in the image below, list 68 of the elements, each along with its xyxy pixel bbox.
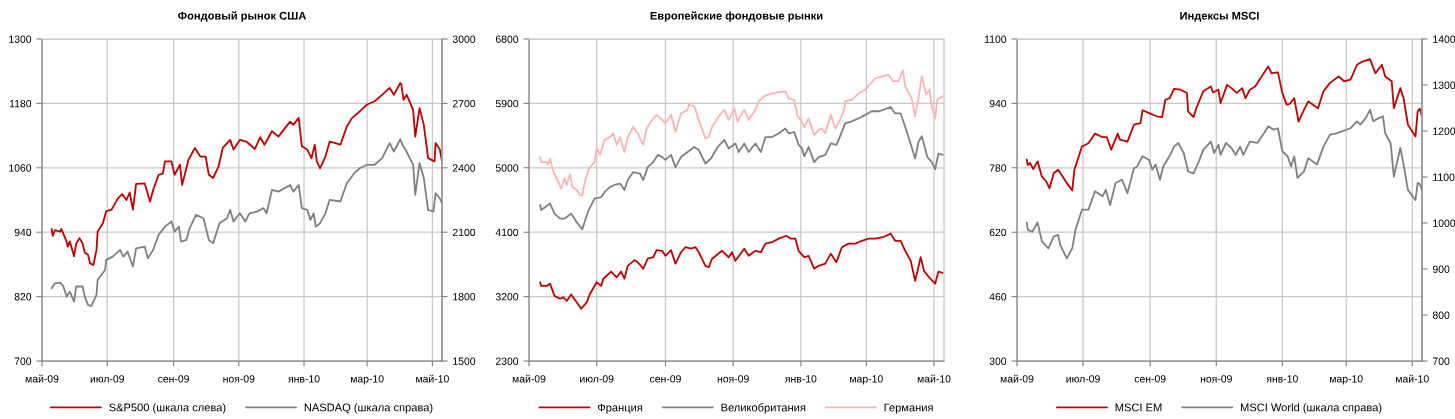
legend-label: S&P500 (шкала слева)	[109, 403, 226, 414]
line-series	[50, 82, 442, 266]
y2-tick-label: 800	[1432, 311, 1450, 319]
x-tick-label: мар-10	[350, 375, 384, 385]
y2-tick-label: 3000	[452, 35, 476, 43]
y2-tick-label: 1300	[1433, 81, 1455, 89]
y-tick-label: 300	[989, 357, 1007, 365]
y-tick-label: 6800	[495, 35, 519, 43]
chart-title: Фондовый рынок США	[178, 11, 307, 22]
x-tick-label: янв-10	[1266, 375, 1298, 383]
y-tick-label: 5000	[495, 164, 519, 172]
x-tick-label: ноя-09	[717, 375, 749, 383]
chart-title: Индексы MSCI	[1180, 11, 1259, 22]
y-tick-label: 780	[989, 164, 1007, 172]
legend-label: Великобритания	[721, 403, 806, 414]
x-tick-label: сен-09	[158, 375, 189, 383]
y2-tick-label: 2100	[452, 228, 476, 237]
x-tick-label: янв-10	[288, 375, 320, 383]
line-series	[539, 106, 944, 231]
y-tick-label: 5900	[495, 99, 519, 108]
y-tick-label: 940	[989, 99, 1007, 108]
x-tick-label: янв-10	[784, 375, 817, 383]
y-tick-label: 2300	[495, 357, 519, 365]
x-tick-label: май-10	[917, 374, 951, 383]
legend-label: MSCI EM	[1115, 403, 1162, 412]
y-tick-label: 1100	[984, 35, 1007, 43]
y2-tick-label: 2400	[452, 164, 476, 172]
x-tick-label: ноя-09	[1200, 375, 1232, 383]
x-tick-label: сен-09	[1134, 375, 1166, 383]
legend-label: Франция	[597, 403, 643, 414]
x-tick-label: мар-10	[1330, 375, 1363, 385]
y-tick-label: 1300	[9, 35, 32, 43]
y2-tick-label: 1000	[1433, 219, 1455, 227]
x-tick-label: июл-09	[90, 375, 125, 383]
y-tick-label: 940	[14, 228, 32, 237]
x-tick-label: июл-09	[1066, 375, 1100, 383]
x-tick-label: май-10	[1396, 374, 1429, 383]
x-tick-label: май-09	[25, 374, 59, 383]
legend-label: Германия	[884, 403, 933, 414]
y-tick-label: 3200	[495, 293, 519, 301]
y2-tick-label: 700	[1432, 357, 1450, 365]
y2-tick-label: 2700	[452, 99, 476, 108]
y2-tick-label: 900	[1432, 265, 1450, 273]
x-tick-label: май-09	[512, 374, 546, 383]
line-series	[539, 69, 944, 197]
y2-tick-label: 1100	[1433, 173, 1455, 181]
y2-tick-label: 1500	[453, 357, 476, 365]
x-tick-label: май-09	[1000, 374, 1034, 383]
legend-label: NASDAQ (шкала справа)	[304, 403, 433, 414]
line-series	[539, 232, 944, 310]
x-tick-label: сен-09	[650, 375, 681, 383]
x-tick-label: май-10	[416, 374, 449, 383]
legend-label: MSCI World (шкала справа)	[1240, 403, 1382, 414]
y-tick-label: 1060	[9, 164, 32, 172]
x-tick-label: мар-10	[850, 375, 883, 385]
y-tick-label: 4100	[495, 228, 519, 237]
y2-tick-label: 1800	[453, 293, 476, 301]
y-tick-label: 820	[14, 293, 32, 301]
chart-title: Европейские фондовые рынки	[650, 11, 823, 22]
y-tick-label: 700	[14, 357, 32, 365]
x-tick-label: ноя-09	[223, 375, 255, 383]
y2-tick-label: 1200	[1433, 127, 1455, 135]
y-tick-label: 1180	[9, 99, 32, 108]
y2-tick-label: 1400	[1433, 35, 1455, 43]
y-tick-label: 620	[989, 228, 1007, 237]
line-series	[1025, 58, 1422, 192]
y-tick-label: 460	[989, 293, 1007, 301]
x-tick-label: июл-09	[580, 375, 614, 383]
